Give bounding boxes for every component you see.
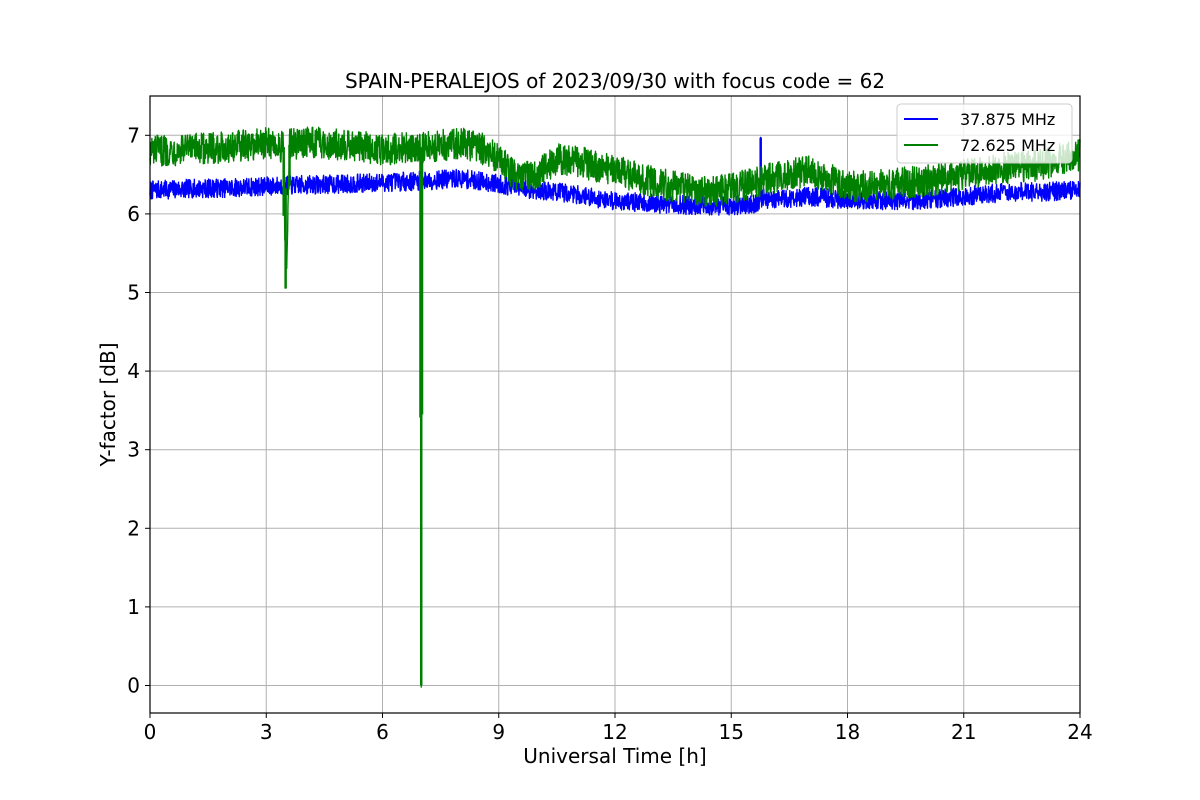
x-tick-label: 3 xyxy=(260,720,273,744)
series-line-2 xyxy=(149,126,1081,688)
legend-label-series-1: 37.875 MHz xyxy=(960,110,1055,129)
y-tick-label: 2 xyxy=(127,516,140,540)
legend-label-series-2: 72.625 MHz xyxy=(960,136,1055,155)
y-tick-label: 0 xyxy=(127,673,140,697)
x-tick-label: 15 xyxy=(719,720,744,744)
x-tick-label: 0 xyxy=(144,720,157,744)
y-tick-label: 1 xyxy=(127,595,140,619)
x-tick-label: 24 xyxy=(1067,720,1092,744)
y-tick-label: 6 xyxy=(127,202,140,226)
y-tick-label: 3 xyxy=(127,438,140,462)
x-axis-label: Universal Time [h] xyxy=(523,744,706,768)
y-tick-label: 4 xyxy=(127,359,140,383)
x-tick-label: 12 xyxy=(602,720,627,744)
x-tick-label: 21 xyxy=(951,720,976,744)
x-tick-label: 6 xyxy=(376,720,389,744)
legend-box xyxy=(896,103,1073,164)
legend: 37.875 MHz 72.625 MHz xyxy=(896,103,1073,164)
x-tick-label: 18 xyxy=(835,720,860,744)
y-tick-label: 5 xyxy=(127,280,140,304)
y-tick-label: 7 xyxy=(127,123,140,147)
series-spikes-2 xyxy=(282,144,424,686)
y-axis-label: Y-factor [dB] xyxy=(96,342,120,467)
chart-title: SPAIN-PERALEJOS of 2023/09/30 with focus… xyxy=(345,69,885,93)
series-layer xyxy=(149,126,1081,688)
x-tick-label: 9 xyxy=(492,720,505,744)
